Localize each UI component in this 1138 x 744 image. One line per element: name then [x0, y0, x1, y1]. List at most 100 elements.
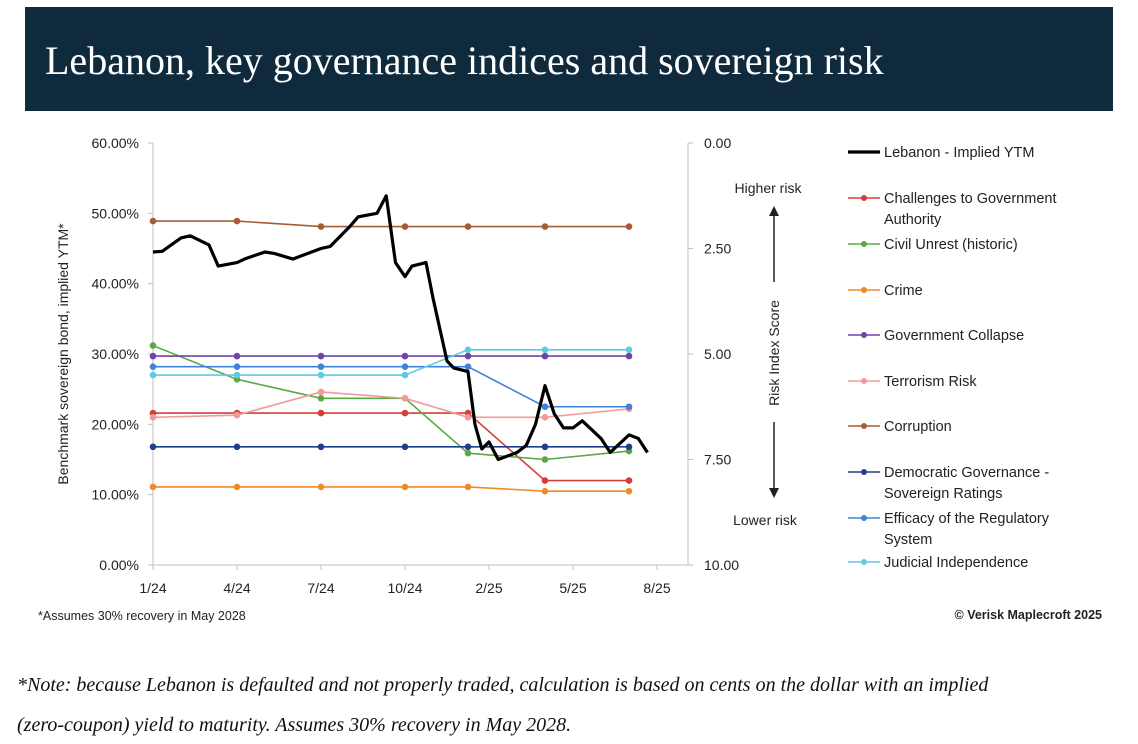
up-arrow-icon — [769, 206, 779, 216]
series-point — [541, 414, 549, 421]
page-title: Lebanon, key governance indices and sove… — [45, 38, 884, 83]
series-point — [317, 483, 325, 491]
legend-swatch-marker — [861, 287, 867, 293]
series-line — [153, 486, 629, 492]
chart: 0.00% 10.00% 20.00% 30.00% 40.00% 50.00% 60.00… — [38, 135, 1103, 623]
series-point — [464, 352, 472, 360]
legend-label: Terrorism Risk — [884, 374, 977, 390]
legend-label: Civil Unrest (historic) — [884, 237, 1018, 253]
series-point — [149, 342, 157, 349]
title-banner: Lebanon, key governance indices and sove… — [25, 7, 1113, 111]
legend-swatch-marker — [861, 515, 867, 521]
legend-label: Crime — [884, 283, 923, 299]
series-point — [401, 483, 409, 491]
legend-swatch-marker — [861, 559, 867, 565]
right-tick-label: 5.00 — [704, 346, 731, 362]
legend-label: Authority — [884, 212, 942, 228]
series-point — [625, 443, 633, 451]
series-point — [317, 443, 325, 451]
left-tick-label: 50.00% — [92, 205, 139, 221]
series-point — [233, 411, 241, 419]
x-tick-label: 2/25 — [475, 580, 502, 596]
legend-swatch-marker — [861, 241, 867, 247]
legend-swatch-marker — [861, 378, 867, 384]
series-point — [233, 217, 241, 225]
series-point — [149, 443, 157, 451]
series-point — [149, 414, 157, 421]
series-point — [149, 363, 157, 370]
series-point — [541, 223, 549, 230]
series-point — [541, 352, 549, 360]
legend-label: Efficacy of the Regulatory — [884, 511, 1050, 527]
note-line-1: *Note: because Lebanon is defaulted and … — [17, 674, 989, 696]
series-point — [464, 443, 472, 451]
series-line — [153, 348, 629, 376]
series-point — [464, 363, 472, 370]
series-point — [541, 443, 549, 451]
right-tick-label: 0.00 — [704, 135, 731, 151]
series-point — [233, 363, 241, 370]
series-point — [464, 223, 472, 230]
higher-risk-label: Higher risk — [735, 180, 803, 196]
legend-label: Government Collapse — [884, 328, 1024, 344]
series-point — [149, 217, 157, 225]
right-tick-label: 10.00 — [704, 557, 739, 573]
legend-swatch-marker — [861, 332, 867, 338]
series-point — [233, 443, 241, 451]
series-point — [401, 352, 409, 360]
x-tick-label: 8/25 — [643, 580, 670, 596]
series-point — [541, 477, 549, 484]
left-tick-label: 0.00% — [99, 557, 139, 573]
left-tick-label: 30.00% — [92, 346, 139, 362]
series-point — [625, 346, 633, 354]
series-point — [625, 403, 633, 411]
left-axis-title: Benchmark sovereign bond, implied YTM* — [55, 223, 71, 485]
series-point — [464, 414, 472, 421]
legend-label: Judicial Independence — [884, 555, 1028, 571]
series-point — [317, 363, 325, 370]
ytm-line — [152, 194, 649, 462]
left-tick-label: 20.00% — [92, 416, 139, 432]
series-point — [149, 371, 157, 379]
series-point — [401, 363, 409, 370]
series-point — [625, 487, 633, 495]
chart-footnote: *Assumes 30% recovery in May 2028 — [38, 609, 246, 623]
left-tick-label: 40.00% — [92, 276, 139, 292]
x-tick-label: 10/24 — [387, 580, 422, 596]
x-tick-label: 5/25 — [559, 580, 586, 596]
series-point — [149, 352, 157, 360]
series-point — [401, 395, 409, 402]
lower-risk-label: Lower risk — [733, 512, 798, 528]
series-point — [625, 223, 633, 230]
x-tick-label: 1/24 — [139, 580, 166, 596]
series-point — [541, 487, 549, 495]
left-tick-label: 10.00% — [92, 487, 139, 503]
right-tick-label: 7.50 — [704, 452, 731, 468]
series-point — [464, 449, 472, 457]
note-line-2: (zero-coupon) yield to maturity. Assumes… — [17, 714, 572, 736]
source-credit: © Verisk Maplecroft 2025 — [955, 608, 1103, 622]
series-line — [153, 365, 629, 408]
series-point — [317, 352, 325, 360]
series-point — [625, 352, 633, 360]
legend-swatch-marker — [861, 423, 867, 429]
series-point — [233, 352, 241, 360]
series-point — [317, 223, 325, 230]
series-point — [625, 477, 633, 484]
legend-swatch-marker — [861, 469, 867, 475]
series-point — [317, 371, 325, 379]
legend-label: Sovereign Ratings — [884, 486, 1003, 502]
series-point — [401, 409, 409, 417]
series-point — [149, 483, 157, 491]
series-point — [317, 409, 325, 417]
series-point — [541, 346, 549, 354]
series-point — [464, 346, 472, 354]
x-tick-label: 7/24 — [307, 580, 334, 596]
series-point — [233, 483, 241, 491]
x-tick-label: 4/24 — [223, 580, 250, 596]
down-arrow-icon — [769, 488, 779, 498]
legend-label: System — [884, 532, 932, 548]
legend-label: Corruption — [884, 419, 952, 435]
legend-swatch-marker — [861, 195, 867, 201]
series-point — [401, 223, 409, 230]
